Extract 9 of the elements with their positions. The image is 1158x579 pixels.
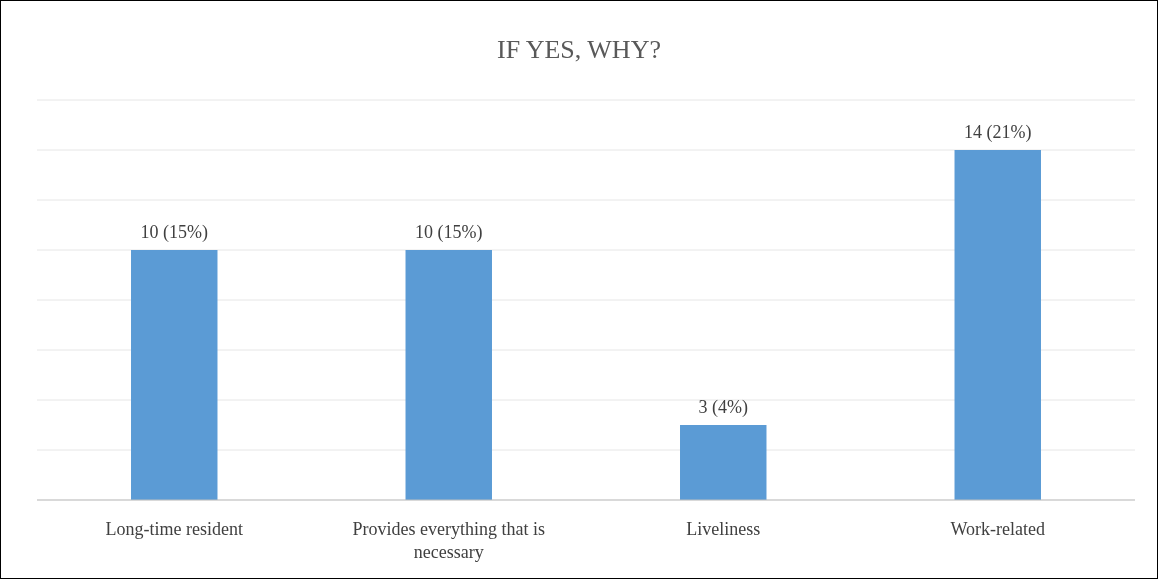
x-tick-label: Liveliness xyxy=(686,519,761,539)
data-label: 14 (21%) xyxy=(964,122,1032,143)
x-tick-label: Work-related xyxy=(950,519,1045,539)
x-tick-label: Provides everything that is necessary xyxy=(352,519,545,562)
data-label: 3 (4%) xyxy=(698,397,748,418)
data-label: 10 (15%) xyxy=(415,222,483,243)
chart-title: IF YES, WHY? xyxy=(497,35,661,64)
data-label: 10 (15%) xyxy=(140,222,208,243)
x-tick-label: Long-time resident xyxy=(105,519,243,539)
